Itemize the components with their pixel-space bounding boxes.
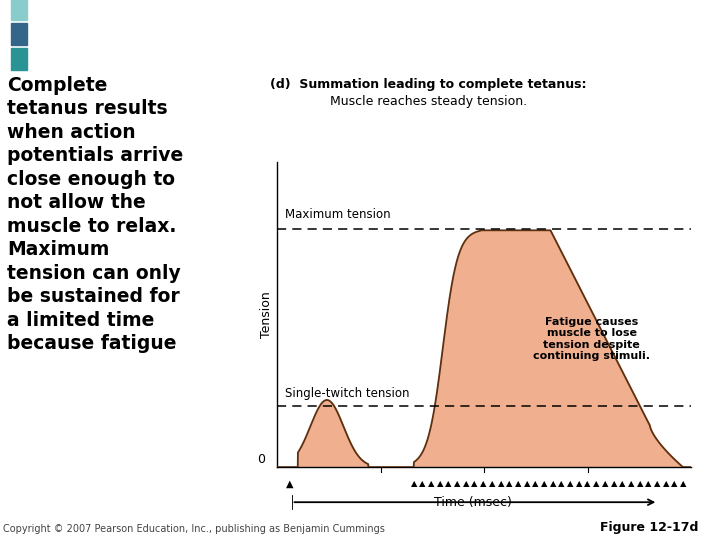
Text: ▲: ▲ (480, 479, 487, 488)
Text: Maximum tension: Maximum tension (285, 208, 391, 221)
Text: Summation of Contractions: Summation of Contractions (40, 30, 405, 55)
Text: ▲: ▲ (567, 479, 574, 488)
Text: ▲: ▲ (463, 479, 469, 488)
Text: ▲: ▲ (611, 479, 617, 488)
Text: Muscle reaches steady tension.: Muscle reaches steady tension. (330, 94, 527, 107)
Text: Figure 12-17d: Figure 12-17d (600, 521, 698, 534)
Text: ▲: ▲ (428, 479, 434, 488)
Text: ▲: ▲ (559, 479, 565, 488)
Text: ▲: ▲ (286, 478, 293, 488)
Text: ▲: ▲ (585, 479, 591, 488)
Text: ▲: ▲ (680, 479, 687, 488)
Text: ▲: ▲ (636, 479, 643, 488)
Bar (11, 0, 27, 21)
Text: ▲: ▲ (645, 479, 652, 488)
Text: ▲: ▲ (506, 479, 513, 488)
Text: Time (msec): Time (msec) (434, 496, 512, 509)
Text: ▲: ▲ (419, 479, 426, 488)
Text: Fatigue causes
muscle to lose
tension despite
continuing stimuli.: Fatigue causes muscle to lose tension de… (534, 316, 650, 361)
Text: Complete
tetanus results
when action
potentials arrive
close enough to
not allow: Complete tetanus results when action pot… (7, 76, 184, 353)
Text: ▲: ▲ (472, 479, 478, 488)
Text: ▲: ▲ (532, 479, 539, 488)
Text: ▲: ▲ (489, 479, 495, 488)
Text: ▲: ▲ (436, 479, 443, 488)
Text: ▲: ▲ (446, 479, 452, 488)
Text: ▲: ▲ (602, 479, 608, 488)
Bar (11, 23, 27, 45)
Text: ▲: ▲ (671, 479, 678, 488)
Text: (d)  Summation leading to complete tetanus:: (d) Summation leading to complete tetanu… (270, 78, 587, 91)
Text: ▲: ▲ (654, 479, 660, 488)
Text: ▲: ▲ (662, 479, 669, 488)
Text: 0: 0 (257, 453, 265, 465)
Text: ▲: ▲ (498, 479, 504, 488)
Text: ▲: ▲ (454, 479, 461, 488)
Text: ▲: ▲ (541, 479, 547, 488)
Text: ▲: ▲ (523, 479, 530, 488)
Text: ▲: ▲ (515, 479, 521, 488)
Text: ▲: ▲ (593, 479, 600, 488)
Text: ▲: ▲ (628, 479, 634, 488)
Text: ▲: ▲ (576, 479, 582, 488)
Text: Copyright © 2007 Pearson Education, Inc., publishing as Benjamin Cummings: Copyright © 2007 Pearson Education, Inc.… (4, 523, 385, 534)
Y-axis label: Tension: Tension (260, 291, 273, 338)
Text: Single-twitch tension: Single-twitch tension (285, 387, 410, 400)
Bar (11, 48, 27, 70)
Text: ▲: ▲ (549, 479, 556, 488)
Text: ▲: ▲ (410, 479, 417, 488)
Text: ▲: ▲ (619, 479, 626, 488)
